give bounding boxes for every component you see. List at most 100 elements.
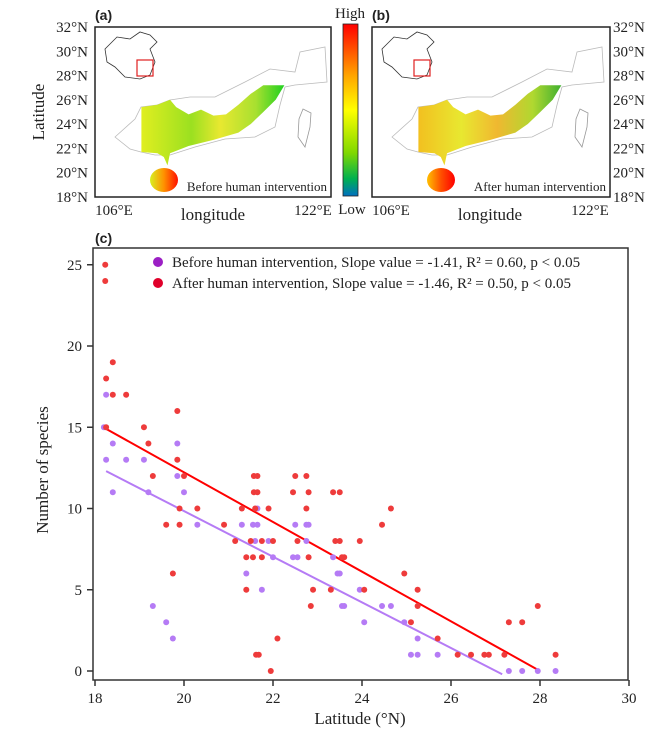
point-after xyxy=(401,570,408,577)
y-tick-label: 15 xyxy=(67,420,82,436)
point-before xyxy=(254,521,261,528)
colorbar-high-label: High xyxy=(335,6,366,22)
point-before xyxy=(338,603,345,609)
point-before xyxy=(294,554,301,561)
y-tick-label: 5 xyxy=(75,583,83,599)
x-tick-label: 24 xyxy=(355,691,371,707)
colorbar-low-label: Low xyxy=(338,202,366,218)
point-after xyxy=(163,521,170,528)
point-before xyxy=(434,651,441,658)
point-after xyxy=(267,668,274,674)
point-after xyxy=(102,261,109,268)
point-before xyxy=(505,668,512,674)
hainan-heatmap xyxy=(427,168,455,192)
point-before xyxy=(174,473,181,479)
point-after xyxy=(307,603,314,609)
lat-tick: 18°N xyxy=(613,190,645,206)
lat-tick: 28°N xyxy=(56,69,88,85)
point-after xyxy=(305,554,312,561)
point-before xyxy=(140,456,147,463)
map-ylabel: Latitude xyxy=(29,84,48,141)
fit-line-after xyxy=(105,428,541,672)
point-after xyxy=(330,489,337,496)
point-after xyxy=(338,554,345,561)
map-panel-after: (b) 32°N 30°N 28°N 26°N 24°N 22°N 20°N 18°N Aft… xyxy=(371,7,645,224)
point-after xyxy=(552,651,559,658)
point-before xyxy=(270,554,276,561)
lat-tick: 30°N xyxy=(56,44,88,60)
point-after xyxy=(232,538,239,544)
legend-marker-before xyxy=(153,257,163,267)
hainan-heatmap xyxy=(150,168,178,192)
fit-line-before xyxy=(105,470,503,676)
lat-tick: 30°N xyxy=(613,44,645,60)
point-before xyxy=(149,603,156,609)
lat-tick: 22°N xyxy=(56,141,88,157)
legend-label-before: Before human intervention, Slope value =… xyxy=(172,255,580,271)
point-after xyxy=(103,375,110,382)
point-before xyxy=(401,619,408,626)
point-after xyxy=(519,619,526,626)
map-xlabel: longitude xyxy=(181,205,245,224)
point-after xyxy=(254,473,261,479)
panel-label-b: (b) xyxy=(372,7,390,23)
lat-tick: 20°N xyxy=(56,166,88,182)
point-after xyxy=(534,603,541,609)
x-tick-label: 22 xyxy=(266,691,281,707)
point-after xyxy=(103,424,110,431)
point-after xyxy=(414,586,421,593)
point-before xyxy=(414,635,421,642)
point-before xyxy=(361,619,368,626)
point-before xyxy=(238,521,245,528)
china-inset-outline xyxy=(104,31,158,80)
point-before xyxy=(252,538,259,544)
point-before xyxy=(552,668,559,674)
map-panel-before: (a) Latitude 32°N 30°N 28°N 26°N 24°N 22°N 20°… xyxy=(29,7,332,224)
point-after xyxy=(407,619,414,626)
point-after xyxy=(221,521,228,528)
point-before xyxy=(379,603,386,609)
lat-tick: 20°N xyxy=(613,166,645,182)
point-after xyxy=(258,554,265,561)
legend-marker-after xyxy=(153,278,163,288)
point-before xyxy=(519,668,526,674)
point-after xyxy=(310,586,317,593)
point-before xyxy=(265,538,272,544)
taiwan-outline xyxy=(574,108,589,148)
lat-ticks-left: 32°N 30°N 28°N 26°N 24°N 22°N 20°N 18°N xyxy=(56,20,88,206)
lon-tick: 122°E xyxy=(294,203,332,219)
point-after xyxy=(379,521,386,528)
y-tick-label: 20 xyxy=(67,339,82,355)
point-before xyxy=(414,651,421,658)
point-after xyxy=(454,651,461,658)
point-after xyxy=(332,538,339,544)
point-after xyxy=(303,473,310,479)
y-axis-label: Number of species xyxy=(33,406,52,533)
point-before xyxy=(194,521,201,528)
china-inset-outline xyxy=(381,31,435,80)
map-frame xyxy=(371,26,611,198)
point-after xyxy=(327,586,334,593)
point-after xyxy=(505,619,512,626)
taiwan-outline xyxy=(297,108,312,148)
point-after xyxy=(485,651,492,658)
point-after xyxy=(361,586,368,593)
lat-tick: 24°N xyxy=(56,117,88,133)
map-frame xyxy=(94,26,332,198)
point-before xyxy=(145,489,152,496)
point-before xyxy=(163,619,170,626)
point-after xyxy=(109,359,116,366)
point-before xyxy=(103,456,110,463)
point-after xyxy=(123,391,130,398)
point-before xyxy=(330,554,337,561)
point-after xyxy=(270,538,276,544)
south-china-heatmap xyxy=(141,85,285,166)
study-area-box xyxy=(413,59,431,77)
point-before xyxy=(103,391,110,398)
y-tick-label: 25 xyxy=(67,258,82,274)
point-after xyxy=(414,603,421,609)
point-after xyxy=(305,489,312,496)
x-tick-label: 18 xyxy=(88,691,103,707)
y-tick-label: 10 xyxy=(67,502,82,518)
